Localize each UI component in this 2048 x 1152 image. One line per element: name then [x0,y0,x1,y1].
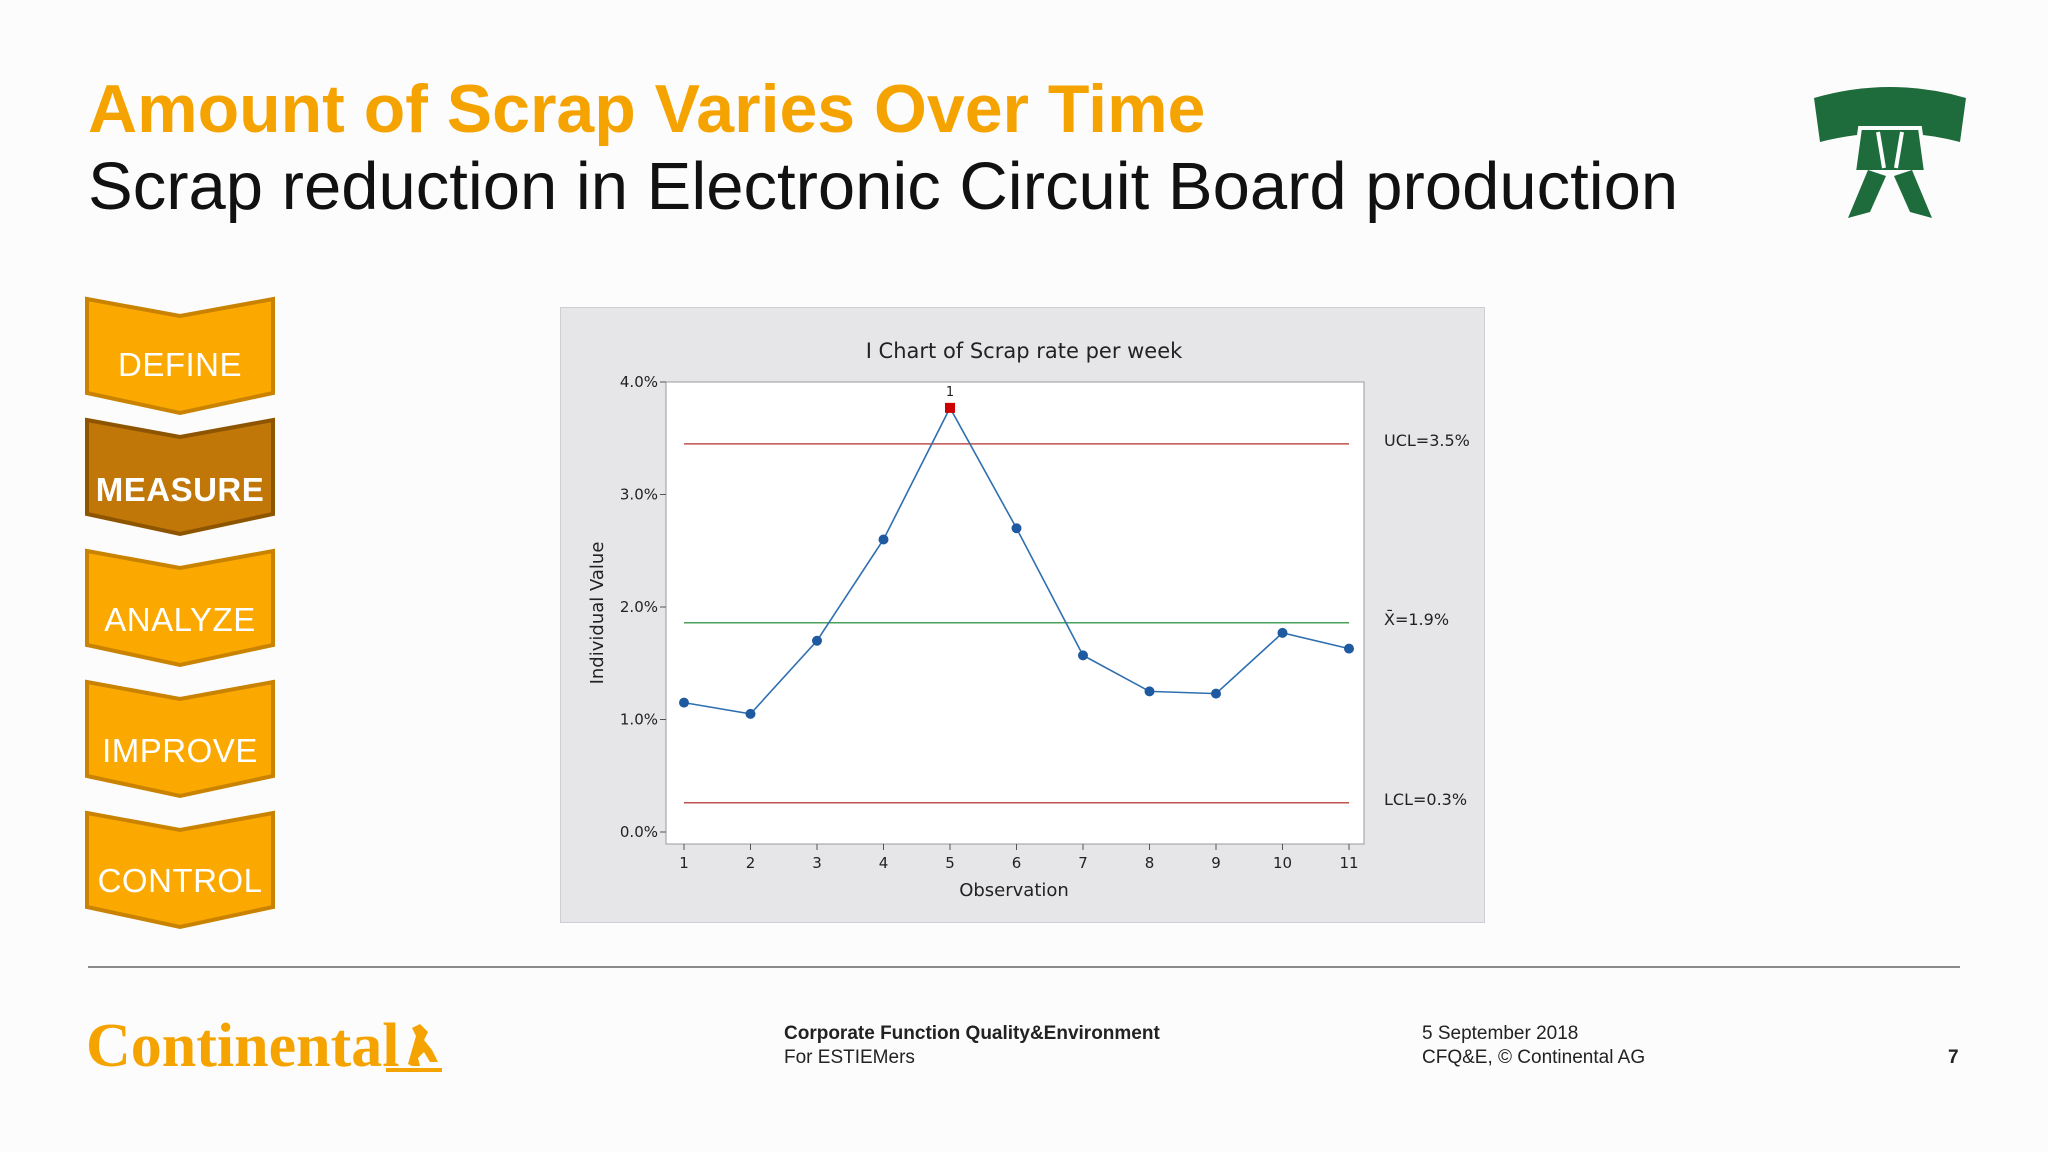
dmaic-process: DEFINE MEASURE ANALYZE IMPROVE CONTROL [84,296,276,946]
plot-area [665,381,1365,845]
footer-date: 5 September 2018 [1422,1023,1579,1044]
out-of-control-point [945,402,955,413]
footer-org: Corporate Function Quality&Environment [784,1023,1160,1044]
step-analyze[interactable]: ANALYZE [104,601,256,638]
out-of-control-label: 1 [946,385,954,400]
step-measure-shape [85,417,275,537]
x-tick-label: 10 [1273,854,1292,872]
y-tick-label: 4.0% [620,373,658,391]
continental-logo: Continental [86,1012,442,1080]
reference-line-label: UCL=3.5% [1384,431,1470,450]
step-analyze-shape [85,548,275,668]
page-number: 7 [1948,1047,1959,1068]
step-define[interactable]: DEFINE [117,346,242,383]
y-tick-label: 0.0% [620,823,658,841]
footer-divider [88,966,1960,968]
x-tick-label: 7 [1078,854,1088,872]
slide-title: Amount of Scrap Varies Over Time [88,71,1206,147]
reference-line-label: X̄=1.9% [1384,610,1449,629]
x-tick-label: 9 [1211,854,1221,872]
data-point [878,534,889,545]
data-point [1211,688,1221,699]
x-tick-label: 6 [1012,854,1022,872]
data-point [1144,686,1155,697]
step-control[interactable]: CONTROL [97,862,263,899]
reference-line-label: LCL=0.3% [1384,790,1467,809]
data-point [1078,650,1088,661]
x-axis-label: Observation [959,880,1069,901]
x-tick-label: 11 [1339,854,1358,872]
x-tick-label: 1 [679,854,689,872]
step-improve[interactable]: IMPROVE [102,732,258,769]
y-axis-label: Individual Value [587,542,608,685]
x-tick-label: 4 [879,854,889,872]
data-point [1344,643,1354,654]
x-tick-label: 5 [945,854,955,872]
data-point [812,635,822,646]
green-belt-icon [1814,87,1966,218]
data-point [679,697,689,708]
chart-panel: I Chart of Scrap rate per week Individua… [560,307,1485,923]
slide-subtitle: Scrap reduction in Electronic Circuit Bo… [88,149,1679,224]
data-point [745,708,756,719]
step-define-shape [85,296,275,416]
y-tick-label: 3.0% [620,486,658,504]
x-tick-label: 8 [1145,854,1155,872]
data-point [1011,523,1022,534]
footer-copyright: CFQ&E, © Continental AG [1422,1047,1646,1068]
step-improve-shape [85,679,275,799]
horse-icon [408,1024,438,1066]
footer-audience: For ESTIEMers [784,1047,915,1068]
i-chart: I Chart of Scrap rate per week Individua… [587,339,1470,901]
data-point [1277,627,1288,638]
y-tick-label: 2.0% [620,598,658,616]
x-tick-label: 3 [812,854,822,872]
y-tick-label: 1.0% [620,711,658,729]
step-control-shape [85,810,275,930]
step-measure[interactable]: MEASURE [95,471,265,508]
chart-title: I Chart of Scrap rate per week [866,339,1183,363]
svg-text:Continental: Continental [86,1012,399,1080]
x-tick-label: 2 [746,854,756,872]
